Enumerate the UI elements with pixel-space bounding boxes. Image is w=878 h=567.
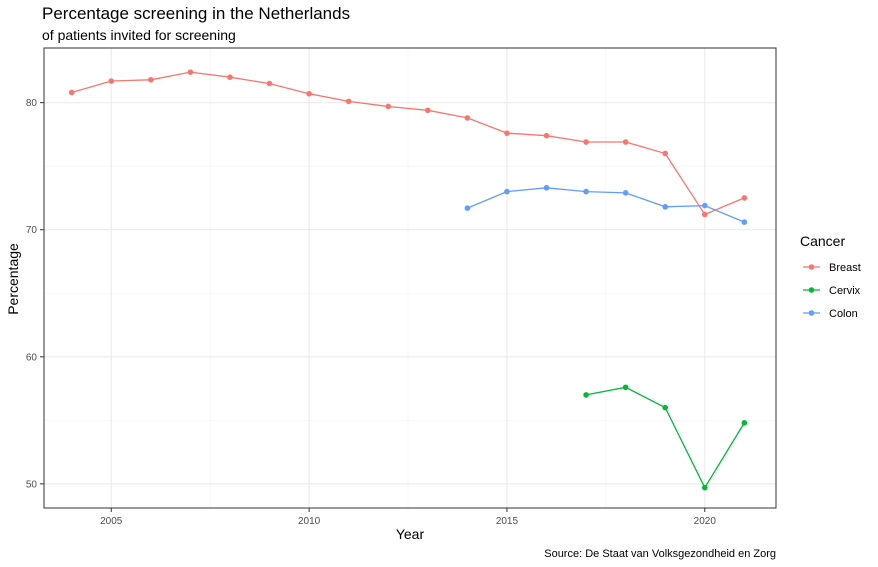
breast-point [583,139,589,145]
breast-point [187,69,194,75]
legend-label: Cervix [829,285,861,297]
chart-subtitle: of patients invited for screening [42,27,236,43]
grid-lines [44,48,776,508]
series-breast [68,69,748,218]
colon-line [467,187,745,223]
breast-point [108,78,115,84]
series-layer [68,69,748,491]
legend-key-point [808,287,815,293]
cervix-point [741,420,748,426]
legend-key-point [808,264,815,270]
breast-point [464,115,471,121]
breast-point [425,107,431,114]
breast-point [385,103,392,110]
legend: Cancer Breast Cervix Colon [800,233,861,320]
y-tick-label: 80 [26,98,38,109]
breast-point [68,89,75,96]
cervix-point [583,392,589,398]
x-axis-ticks: 2005 2010 2015 2020 [100,508,716,527]
plot-panel-border [43,47,777,509]
legend-label: Colon [829,308,858,320]
x-tick-label: 2010 [298,516,321,527]
cervix-point [662,404,669,411]
colon-point [543,184,550,191]
breast-point [662,150,669,157]
breast-point [741,195,748,201]
colon-point [583,188,589,195]
colon-point [741,219,748,225]
y-tick-label: 60 [26,352,38,363]
series-cervix [583,384,748,491]
legend-item-cervix: Cervix [803,285,861,297]
breast-point [227,74,233,81]
cervix-point [622,384,629,391]
chart-title: Percentage screening in the Netherlands [42,4,350,23]
y-axis-ticks: 50 60 70 80 [26,98,44,490]
x-tick-label: 2005 [100,516,123,527]
legend-title: Cancer [800,233,845,249]
x-axis-title: Year [396,526,425,542]
y-tick-label: 50 [26,479,38,490]
colon-point [504,188,510,195]
y-axis-title: Percentage [5,243,21,315]
breast-point [622,139,629,145]
breast-point [148,76,154,83]
x-tick-label: 2020 [694,516,717,527]
x-tick-label: 2015 [496,516,519,527]
colon-point [662,204,669,210]
breast-point [543,132,550,139]
legend-item-breast: Breast [803,262,861,274]
breast-point [306,90,312,97]
breast-point [504,130,510,136]
breast-point [266,80,273,87]
colon-point [701,202,708,209]
breast-point [701,211,708,218]
colon-point [622,190,629,196]
legend-item-colon: Colon [803,308,858,320]
colon-point [464,205,471,211]
cervix-line [585,386,745,490]
breast-line [71,71,745,216]
cervix-point [701,484,708,491]
series-colon [464,184,748,225]
y-tick-label: 70 [26,225,38,236]
chart-caption: Source: De Staat van Volksgezondheid en … [544,548,776,560]
legend-key-point [808,310,815,316]
breast-point [345,98,352,105]
legend-label: Breast [829,262,861,274]
